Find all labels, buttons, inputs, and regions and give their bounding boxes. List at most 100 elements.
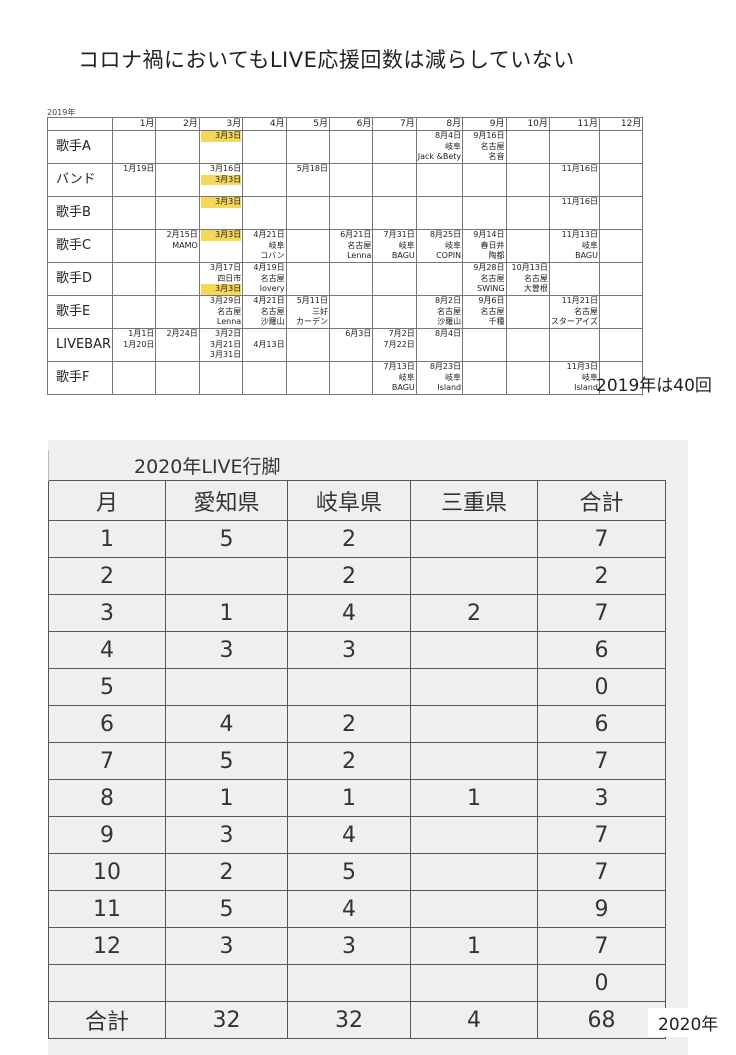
cell-line: 岐阜	[398, 240, 415, 250]
schedule-table-2019: 1月 2月 3月 4月 5月 6月 7月 8月 9月 10月 11月 12月 歌手A 3月3日 8月4日 岐阜…	[46, 117, 644, 395]
table-cell: 6	[537, 705, 666, 743]
schedule-cell: 11月3日 岐阜 Island	[548, 361, 600, 395]
table-cell: 6	[537, 631, 666, 669]
cell-line	[244, 330, 284, 340]
cell-line: 1月19日	[123, 164, 155, 174]
table-cell: 5	[165, 890, 288, 928]
header-row: 月愛知県 岐阜県 三重県 合計	[48, 480, 666, 521]
schedule-cell: 4月21日 名古屋 沙羅山	[242, 295, 287, 329]
table-row: バンド 1月19日 3月16日 3月3日 5月18日 11月16日	[46, 163, 644, 197]
table-row: 11 5 4 9	[48, 890, 666, 928]
table-cell	[410, 964, 538, 1002]
cell-line: 名古屋	[347, 240, 372, 250]
table-cell	[287, 964, 411, 1002]
schedule-cell	[462, 196, 507, 230]
schedule-cell	[112, 130, 157, 164]
note-2019: 2019年は40回	[596, 376, 712, 396]
schedule-cell	[505, 361, 550, 395]
schedule-cell: 10月13日 名古屋 大曽根	[505, 262, 550, 296]
schedule-cell: 9月14日 春日井 陶都	[462, 229, 507, 263]
cell-line: 11月13日	[561, 230, 598, 240]
schedule-cell: 9月6日 名古屋 千種	[462, 295, 507, 329]
table-cell: 10	[48, 853, 166, 891]
schedule-cell: 3月3日	[198, 196, 244, 230]
table-cell: 5	[165, 520, 288, 558]
schedule-cell: 4月13日	[242, 328, 287, 362]
schedule-cell	[598, 295, 644, 329]
cell-line: 2月15日	[166, 230, 198, 240]
cell-line: 2月24日	[166, 329, 198, 339]
cell-line: 5月11日	[296, 296, 328, 306]
schedule-cell	[285, 328, 330, 362]
schedule-cell	[155, 130, 200, 164]
cell-line: 沙羅山	[260, 317, 285, 326]
schedule-cell: 2月24日	[155, 328, 200, 362]
schedule-cell: 3月17日 四日市 3月3日	[198, 262, 244, 296]
cell-line: 9月14日	[473, 230, 505, 240]
month-header: 11月	[548, 117, 600, 131]
table-cell	[165, 668, 288, 706]
schedule-cell: 8月23日 岐阜 Island	[415, 361, 464, 395]
schedule-cell	[505, 229, 550, 263]
cell-line: 8月4日	[434, 329, 462, 339]
month-header: 10月	[505, 117, 550, 131]
table-cell: 2	[537, 557, 666, 595]
cell-line: BAGU	[391, 383, 415, 392]
highlighted-date: 3月3日	[200, 284, 242, 295]
schedule-cell	[505, 196, 550, 230]
cell-line: 9月6日	[478, 296, 505, 306]
table-cell: 8	[48, 779, 166, 817]
table-cell: 11	[48, 890, 166, 928]
schedule-cell	[462, 361, 507, 395]
schedule-cell	[112, 262, 157, 296]
table-cell	[410, 853, 538, 891]
schedule-cell	[598, 196, 644, 230]
cell-line: 名古屋	[217, 306, 242, 316]
schedule-cell: 4月19日 名古屋 lovery	[242, 262, 287, 296]
cell-line: Lenna	[347, 251, 372, 260]
cell-line: 1月1日	[128, 329, 155, 339]
cell-line: 7月31日	[383, 230, 415, 240]
schedule-cell: 11月21日 名古屋 スターアイズ	[548, 295, 600, 329]
cell-line: 5月18日	[296, 164, 328, 174]
schedule-cell: 1月1日 1月20日	[112, 328, 157, 362]
schedule-cell	[598, 262, 644, 296]
schedule-cell	[285, 361, 330, 395]
month-header: 8月	[415, 117, 464, 131]
table-cell: 68	[537, 1001, 666, 1039]
cell-line: 岐阜	[581, 372, 598, 382]
table-cell: 5	[48, 668, 166, 706]
schedule-cell: 3月3日	[198, 229, 244, 263]
cell-line: Island	[437, 383, 462, 392]
table-row: 歌手F 7月13日 岐阜 BAGU 8月23日 岐阜 Island 11月3日 岐阜 Island	[46, 361, 644, 395]
highlighted-date: 3月3日	[200, 174, 242, 185]
table-cell: 0	[537, 964, 666, 1002]
cell-line: 6月21日	[340, 230, 372, 240]
cell-line: 9月16日	[473, 131, 505, 141]
schedule-cell	[328, 130, 374, 164]
table-cell	[287, 668, 411, 706]
table-title: 2020年LIVE行脚	[48, 450, 666, 481]
schedule-cell	[285, 196, 330, 230]
cell-line: 名古屋	[480, 273, 505, 283]
live-table-2020: 2020年LIVE行脚月愛知県 岐阜県 三重県 合計 1 5 2 7 2 2 2 3 1 4 2 7 4 3 3 6 5…	[48, 450, 666, 1039]
schedule-cell	[328, 196, 374, 230]
table-cell: 合計	[48, 1001, 166, 1039]
schedule-cell	[242, 130, 287, 164]
cell-line: 名古屋	[523, 273, 548, 283]
cell-line: 11月3日	[566, 362, 598, 372]
cell-line: Island	[574, 383, 598, 392]
table-cell: 4	[410, 1001, 538, 1039]
table-row: 歌手A 3月3日 8月4日 岐阜 Jack &Bety 9月16日 名古屋 名音	[46, 130, 644, 164]
month-header: 3月	[198, 117, 244, 131]
table-cell	[410, 816, 538, 854]
schedule-cell	[415, 196, 464, 230]
cell-line: 3月21日	[209, 339, 242, 349]
table-cell: 5	[287, 853, 411, 891]
column-header: 三重県	[410, 480, 538, 521]
table-cell: 7	[537, 816, 666, 854]
schedule-cell: 8月4日	[415, 328, 464, 362]
schedule-cell	[505, 295, 550, 329]
